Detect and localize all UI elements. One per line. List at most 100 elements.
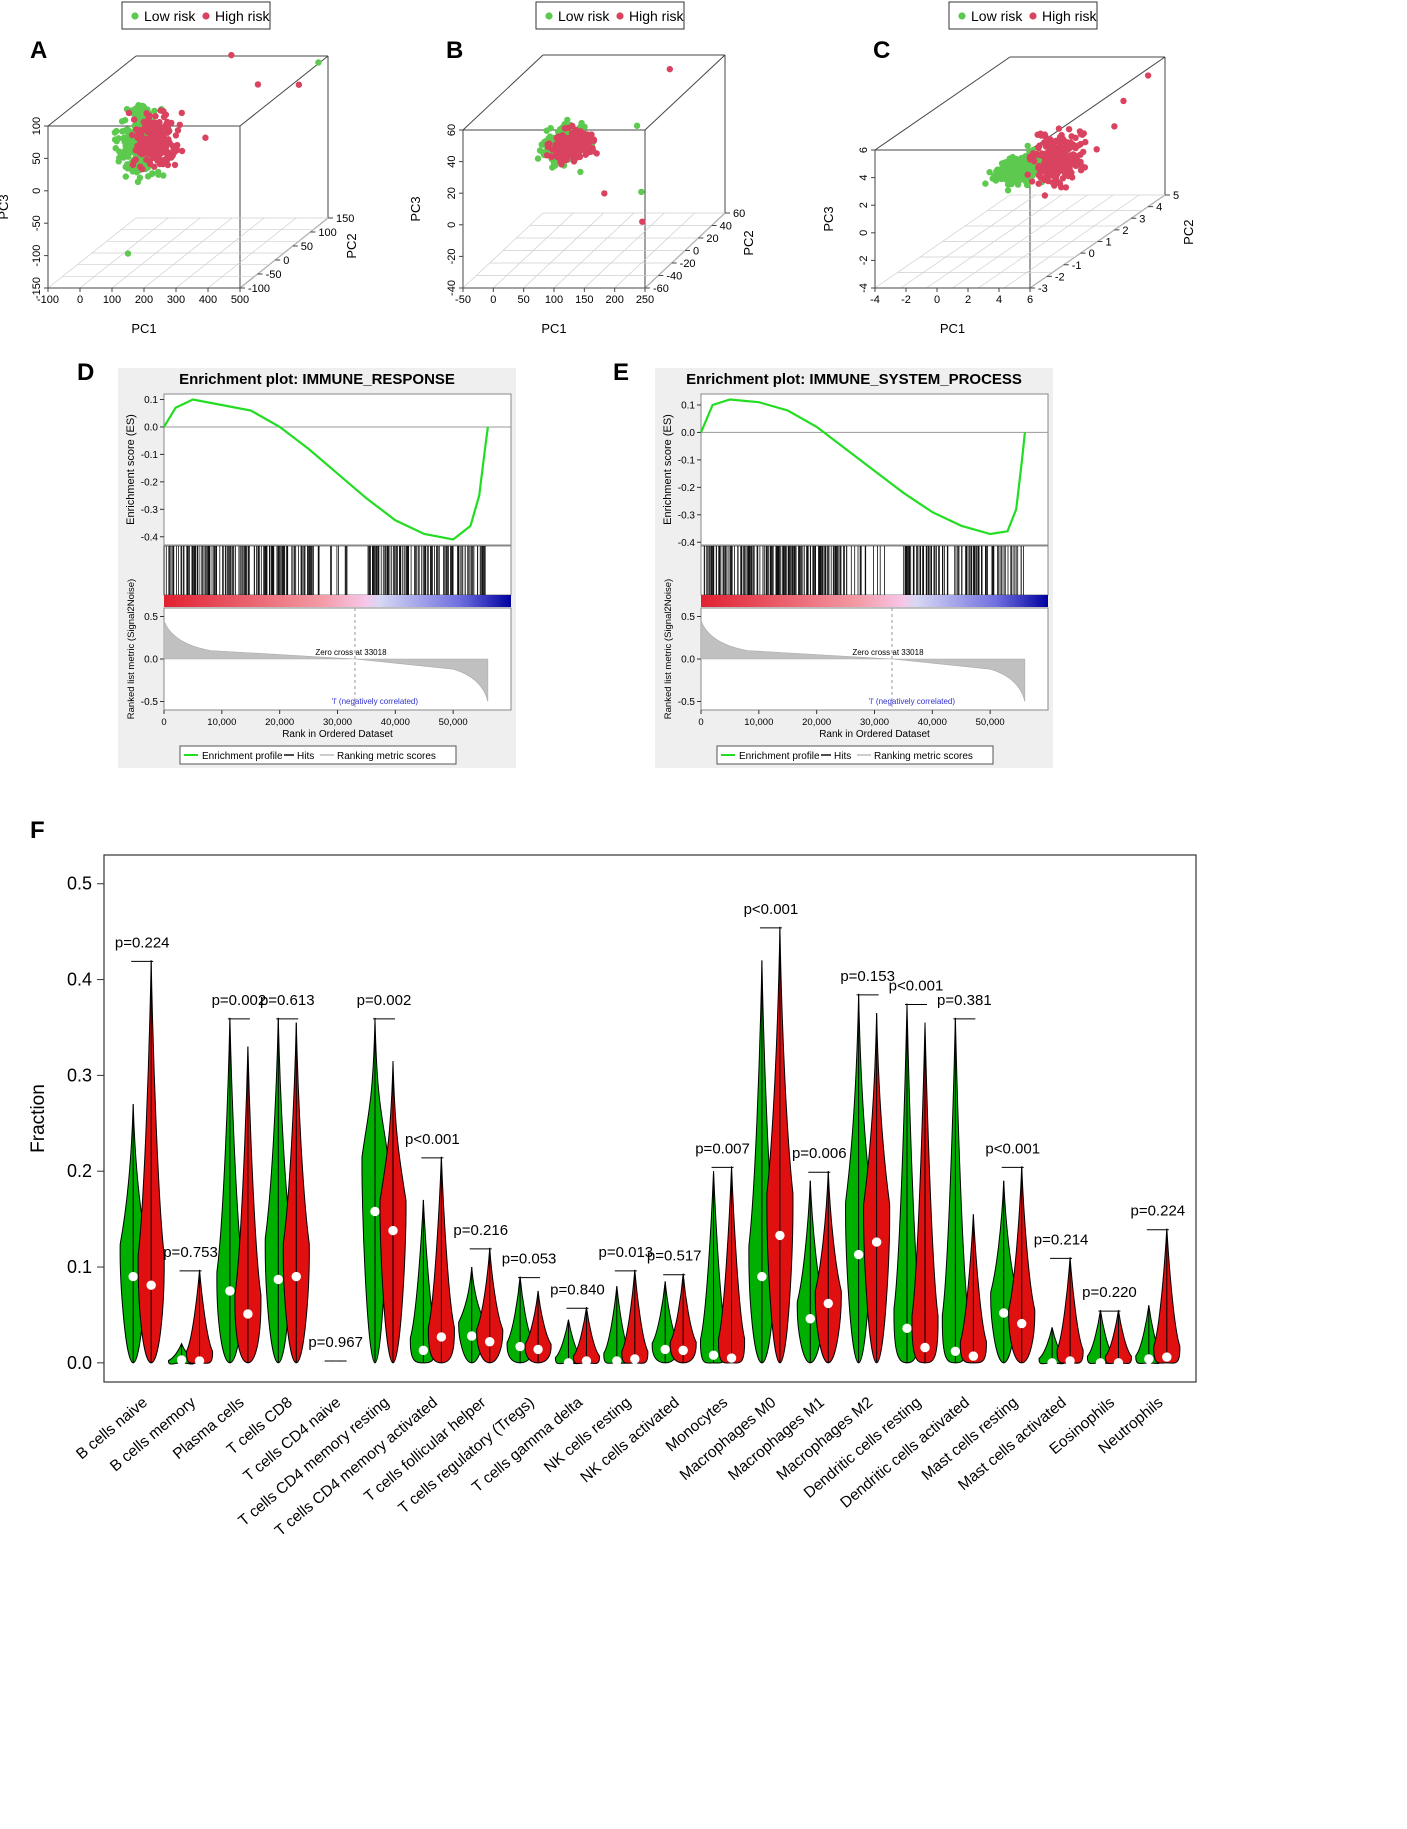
high-risk-point	[1026, 153, 1034, 160]
legend-low-label: Low risk	[144, 8, 196, 24]
ranking-metric-area	[163, 620, 489, 702]
es-y-axis-label: Enrichment score (ES)	[662, 414, 674, 525]
low-risk-point	[982, 180, 989, 187]
x-tick-label: 0	[698, 717, 703, 728]
high-risk-point	[202, 134, 209, 141]
high-risk-point	[1068, 156, 1076, 164]
ranked-heat-bar	[164, 595, 511, 607]
x-tick-label: 300	[167, 294, 185, 306]
p-value-label: p=0.224	[115, 934, 170, 951]
p-value-label: p=0.214	[1034, 1231, 1089, 1248]
metric-y-axis-label: Ranked list metric (Signal2Noise)	[126, 579, 137, 719]
low-risk-violin-median	[1144, 1354, 1154, 1364]
panel-label: B	[446, 37, 463, 64]
z-tick-label: 0	[858, 230, 870, 236]
high-risk-point	[145, 115, 152, 122]
high-risk-point	[146, 122, 153, 130]
z-axis-label: PC3	[408, 196, 423, 221]
es-y-tick-label: 0.1	[681, 400, 695, 411]
pca-plot-c: Low risk High risk C -4 -2 0 2 4 6 -4 -2 0 2 4 6 -3 -2 -1…	[821, 1, 1196, 336]
z-tick-label: 100	[31, 117, 43, 135]
low-risk-violin-median	[950, 1346, 961, 1357]
legend-low-label: Low risk	[558, 8, 610, 24]
x-axis-label: Rank in Ordered Dataset	[282, 729, 393, 740]
es-y-axis-label: Enrichment score (ES)	[125, 414, 137, 525]
high-risk-point	[1044, 156, 1052, 164]
z-tick-label: -50	[31, 215, 43, 231]
gsea-title: Enrichment plot: IMMUNE_RESPONSE	[179, 371, 455, 388]
y-axis-label: Fraction	[28, 1084, 49, 1153]
x-tick-label: 40,000	[381, 717, 410, 728]
high-risk-point	[1051, 146, 1059, 153]
high-risk-point	[133, 126, 140, 133]
z-tick-label: 2	[858, 202, 870, 208]
x-tick-label: 6	[1027, 294, 1033, 306]
cube-edge	[239, 55, 329, 127]
p-value-label: p<0.001	[985, 1140, 1040, 1157]
low-risk-point	[543, 127, 550, 134]
legend-high-marker	[202, 12, 210, 20]
high-risk-point	[1058, 184, 1065, 191]
p-value-label: p=0.002	[357, 992, 412, 1009]
metric-y-tick-label: 0.0	[144, 655, 158, 666]
low-risk-violin-median	[515, 1341, 525, 1352]
low-risk-point	[125, 153, 132, 160]
low-risk-point	[638, 188, 645, 196]
low-risk-point	[155, 171, 162, 178]
high-risk-point	[1062, 139, 1070, 147]
zero-cross-label: Zero cross at 33018	[852, 648, 924, 657]
low-risk-point	[1015, 177, 1023, 184]
low-risk-point	[115, 158, 122, 165]
legend-metric-label: Ranking metric scores	[874, 751, 973, 762]
x-tick-label: 50	[518, 294, 530, 306]
low-risk-point	[1005, 171, 1013, 178]
low-risk-violin-median	[176, 1355, 187, 1365]
x-tick-label: 0	[490, 294, 496, 306]
low-risk-point	[536, 147, 544, 154]
high-risk-point	[1049, 153, 1056, 160]
high-risk-point	[157, 156, 164, 163]
ranked-heat-bar	[701, 595, 1048, 607]
cube-edge	[644, 54, 726, 131]
y-tick-label: -60	[653, 283, 669, 295]
y-tick-label: 0.4	[67, 970, 92, 990]
high-risk-point	[1067, 139, 1074, 146]
y-tick-label: 1	[1106, 237, 1112, 249]
low-risk-point	[550, 160, 558, 168]
high-risk-point	[1053, 137, 1060, 144]
high-risk-violin-median	[968, 1351, 979, 1361]
x-tick-label: 200	[135, 294, 153, 306]
legend-low-marker	[958, 12, 966, 20]
x-tick-label: 4	[996, 294, 1002, 306]
low-risk-point	[1016, 171, 1024, 178]
y-tick-label: 0.1	[67, 1257, 92, 1277]
p-value-label: p=0.007	[695, 1140, 750, 1157]
high-risk-point	[1062, 184, 1070, 191]
z-tick-label: 6	[858, 147, 870, 153]
x-axis-label: Rank in Ordered Dataset	[819, 729, 930, 740]
legend-profile-label: Enrichment profile	[202, 751, 283, 762]
y-tick-label: 0.5	[67, 874, 92, 894]
high-risk-point	[156, 118, 163, 126]
x-tick-label: -50	[455, 294, 471, 306]
low-risk-point	[134, 178, 142, 186]
panel-label: A	[30, 37, 47, 64]
legend-high-marker	[1029, 12, 1037, 20]
high-risk-point	[577, 128, 584, 135]
z-tick-label: 0	[446, 222, 458, 228]
low-risk-violin-median	[273, 1274, 283, 1285]
low-risk-violin-median	[902, 1323, 912, 1334]
x-tick-label: 50,000	[439, 717, 468, 728]
cube-edge	[47, 55, 137, 127]
x-tick-label: -100	[37, 294, 59, 306]
high-risk-point	[1040, 168, 1048, 175]
y-tick-label: 150	[336, 213, 354, 225]
z-tick-label: -100	[31, 245, 43, 267]
high-risk-point	[1042, 143, 1050, 150]
legend-hits-label: Hits	[297, 751, 314, 762]
high-risk-point	[167, 153, 174, 160]
high-risk-point	[568, 141, 576, 148]
high-risk-point	[1038, 132, 1045, 139]
high-risk-violin-median	[194, 1356, 205, 1366]
